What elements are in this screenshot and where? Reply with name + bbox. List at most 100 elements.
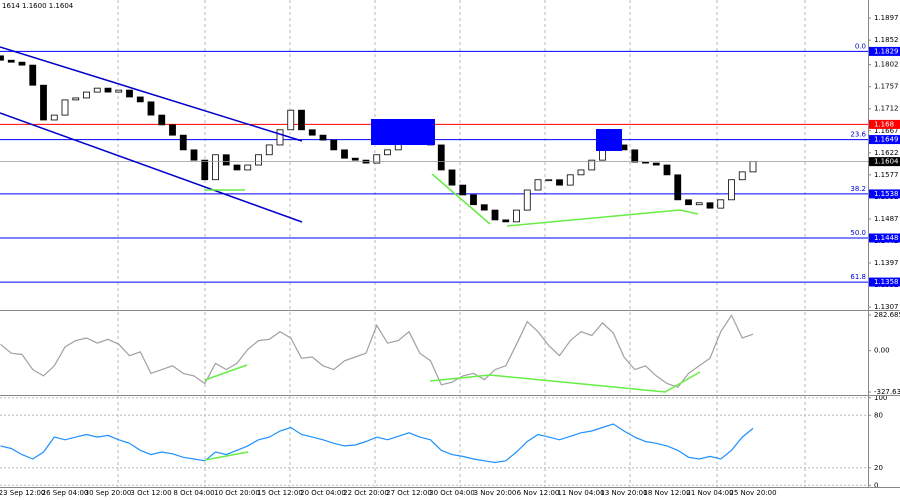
candle-body <box>351 157 359 161</box>
candle-body <box>556 179 563 186</box>
y-tick-label: -327.639 <box>874 388 900 396</box>
candle-body <box>276 129 284 146</box>
candle-body <box>491 209 499 221</box>
price-tag <box>869 233 900 243</box>
candle-body <box>588 159 596 171</box>
x-tick-label: 3 Oct 12:00 <box>130 489 171 497</box>
candle-body <box>29 64 37 86</box>
candle-body <box>749 161 757 173</box>
divergence-line <box>506 209 699 227</box>
y-tick-label: 0 <box>874 481 878 489</box>
candle-body <box>599 149 606 161</box>
y-tick-label: 20 <box>874 464 883 472</box>
x-tick-label: 11 Nov 04:00 <box>557 489 604 497</box>
candle-body <box>179 134 187 151</box>
x-tick-label: 25 Nov 20:00 <box>729 489 776 497</box>
overlay-layer: 1.1829 1.168 1.1649 1.1538 1.1448 1.1358 23 Se… <box>0 46 900 497</box>
y-tick-label: 80 <box>874 411 883 419</box>
candle-body <box>373 154 381 164</box>
y-tick-label: 1.1487 <box>874 215 899 223</box>
candle-body <box>652 162 660 166</box>
price-tag <box>869 189 900 199</box>
candle-body <box>18 61 26 66</box>
candle-body <box>577 169 585 176</box>
candle-body <box>341 149 348 159</box>
x-tick-label: 21 Nov 04:00 <box>686 489 733 497</box>
price-tag <box>869 119 900 129</box>
candle-body <box>115 89 123 93</box>
x-tick-label: 10 Oct 20:00 <box>214 489 260 497</box>
candle-body <box>158 114 166 126</box>
candle-body <box>685 199 692 206</box>
y-tick-label: 1.1622 <box>874 149 899 157</box>
candle-body <box>83 91 90 99</box>
candle-body <box>706 202 714 209</box>
candle-body <box>523 189 531 211</box>
price-tag-label: 1.1538 <box>874 190 899 198</box>
fib-label: 0.0 <box>855 42 866 50</box>
price-tag <box>869 46 900 56</box>
y-tick-label: 1.1757 <box>874 83 899 91</box>
candle-body <box>545 179 553 182</box>
candle-body <box>330 139 338 151</box>
y-tick-label: 1.1667 <box>874 127 899 135</box>
x-tick-label: 27 Oct 12:00 <box>386 489 432 497</box>
current-price-label: 1.1604 <box>874 158 899 166</box>
x-tick-label: 8 Oct 04:00 <box>173 489 214 497</box>
candle-body <box>169 124 176 136</box>
x-tick-label: 20 Oct 04:00 <box>300 489 346 497</box>
candle-body <box>717 199 725 209</box>
y-tick-label: 1.1852 <box>874 36 899 44</box>
x-tick-label: 6 Nov 12:00 <box>517 489 560 497</box>
candle-body <box>136 96 144 103</box>
y-tick-label: 282.6852 <box>874 311 900 319</box>
divergence-line <box>429 371 701 393</box>
drawings <box>0 46 701 461</box>
fib-label: 50.0 <box>850 229 866 237</box>
candle-body <box>61 99 69 116</box>
x-tick-label: 15 Oct 12:00 <box>257 489 303 497</box>
price-tag <box>869 135 900 145</box>
candle-body <box>566 174 574 186</box>
price-tag-label: 1.1829 <box>874 47 899 55</box>
y-tick-label: 100 <box>874 394 887 402</box>
candle-body <box>212 154 219 181</box>
candle-body <box>104 87 112 93</box>
candle-body <box>319 134 327 141</box>
zone-box <box>596 129 622 151</box>
candle-body <box>695 202 703 206</box>
divergence-line <box>204 364 248 381</box>
x-tick-label: 23 Sep 12:00 <box>0 489 45 497</box>
x-tick-label: 26 Sep 04:00 <box>42 489 89 497</box>
fib-label: 38.2 <box>850 185 866 193</box>
y-tick-label: 1.1397 <box>874 259 899 267</box>
indicator-line <box>0 423 754 464</box>
candle-body <box>0 55 4 61</box>
symbol-info: 1614 1.1600 1.1604 <box>2 2 74 10</box>
candle-body <box>534 179 542 191</box>
channel-line <box>0 46 303 142</box>
channel-line <box>0 112 303 223</box>
candle-body <box>631 149 639 163</box>
panel-frames <box>0 0 900 488</box>
x-tick-label: 22 Oct 20:00 <box>343 489 389 497</box>
price-tag-label: 1.168 <box>874 120 894 128</box>
y-tick-label: 1.1897 <box>874 14 899 22</box>
candle-body <box>674 174 682 201</box>
price-tag-label: 1.1448 <box>874 234 899 242</box>
candle-body <box>190 149 198 161</box>
x-tick-label: 13 Nov 20:00 <box>600 489 647 497</box>
candle-body <box>502 219 510 223</box>
candle-body <box>663 164 671 176</box>
candle-body <box>298 109 305 131</box>
fib-label: 61.8 <box>850 273 866 281</box>
x-tick-label: 3 Nov 20:00 <box>474 489 517 497</box>
price-tag-label: 1.1649 <box>874 136 899 144</box>
candle-body <box>738 171 746 181</box>
y-tick-label: 0.00 <box>874 347 890 355</box>
candle-body <box>201 159 209 181</box>
indicator-line <box>0 314 754 389</box>
y-tick-label: 1.1712 <box>874 105 899 113</box>
